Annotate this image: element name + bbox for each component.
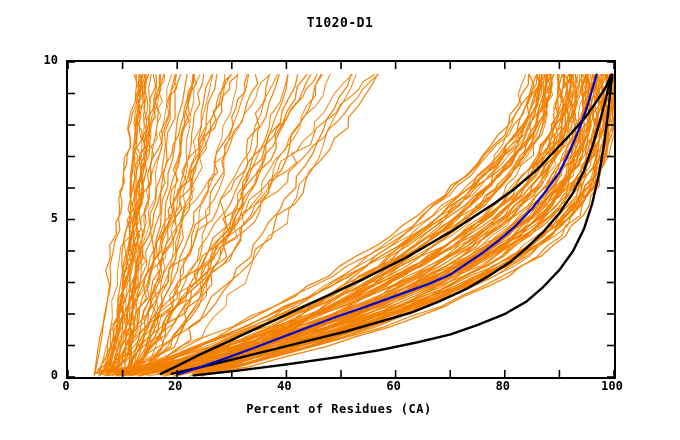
data-curve <box>128 74 166 370</box>
data-curve <box>116 74 165 374</box>
data-curve <box>107 73 318 376</box>
x-tick-label: 100 <box>601 379 623 393</box>
data-curve <box>186 73 611 373</box>
data-curve <box>109 74 577 372</box>
y-axis-label-container: Distance Cutoff, A <box>2 0 20 440</box>
x-axis-label: Percent of Residues (CA) <box>246 402 432 416</box>
data-curve <box>116 73 322 373</box>
data-curve <box>99 74 162 372</box>
x-tick-label: 60 <box>386 379 401 393</box>
data-curve <box>140 73 607 375</box>
plot-canvas <box>68 62 614 377</box>
data-curve <box>130 73 352 372</box>
plot-area <box>66 60 616 379</box>
curve-highlight-model <box>176 73 598 376</box>
data-curve <box>129 74 614 377</box>
data-curve <box>129 74 379 372</box>
data-curve <box>131 74 323 375</box>
data-curve <box>99 74 331 375</box>
data-curve <box>97 74 214 375</box>
curve-reference-best <box>159 73 613 376</box>
curve-reference-worst <box>192 73 614 377</box>
data-curve <box>126 73 280 374</box>
data-curve <box>151 73 553 374</box>
x-tick-label: 40 <box>277 379 292 393</box>
data-curve <box>119 73 378 371</box>
data-curve <box>122 74 152 372</box>
data-curve <box>93 74 144 377</box>
y-tick-label: 0 <box>50 368 58 382</box>
data-curve <box>95 74 278 374</box>
data-curve <box>135 73 601 372</box>
data-curve <box>111 74 580 376</box>
curve-reference-median <box>170 73 614 376</box>
data-curve <box>105 74 178 376</box>
data-curve <box>145 74 547 375</box>
data-curve <box>97 74 353 370</box>
data-curve <box>139 74 571 377</box>
data-curve <box>114 74 232 375</box>
data-curve <box>121 74 543 375</box>
x-tick-label: 80 <box>495 379 511 393</box>
chart-title: T1020-D1 <box>306 16 374 31</box>
data-curve <box>104 73 239 371</box>
highlight-curve-group <box>176 73 598 376</box>
reference-curves-group <box>159 73 614 377</box>
x-tick-label: 20 <box>167 379 183 393</box>
data-curve <box>94 74 138 375</box>
data-curve <box>108 73 182 373</box>
data-curve <box>108 74 142 375</box>
data-curve <box>97 74 271 374</box>
data-curve <box>142 74 589 372</box>
data-curve <box>108 74 376 370</box>
data-curve <box>136 73 538 374</box>
data-curve <box>122 73 549 373</box>
y-tick-label: 5 <box>50 210 58 225</box>
data-curve <box>130 73 248 373</box>
data-curve <box>99 73 188 373</box>
data-curve <box>121 74 238 372</box>
data-curve <box>139 74 602 373</box>
data-curve <box>108 73 603 376</box>
x-tick-label: 0 <box>62 379 70 393</box>
data-curve <box>127 73 205 374</box>
data-curve <box>118 74 357 372</box>
data-curve <box>137 73 567 377</box>
axis-ticks-group <box>68 62 614 377</box>
data-curve <box>112 73 218 376</box>
y-axis-tick-labels: 0 5 10 <box>24 0 58 440</box>
data-curve <box>101 73 195 375</box>
data-curve <box>125 73 270 370</box>
prediction-curves-group <box>93 73 614 377</box>
data-curve <box>95 74 177 374</box>
data-curve <box>128 73 232 374</box>
y-tick-label: 10 <box>43 53 58 67</box>
y-axis-label: Distance Cutoff, A <box>2 0 20 18</box>
data-curve <box>107 73 553 374</box>
data-curve <box>126 74 572 375</box>
